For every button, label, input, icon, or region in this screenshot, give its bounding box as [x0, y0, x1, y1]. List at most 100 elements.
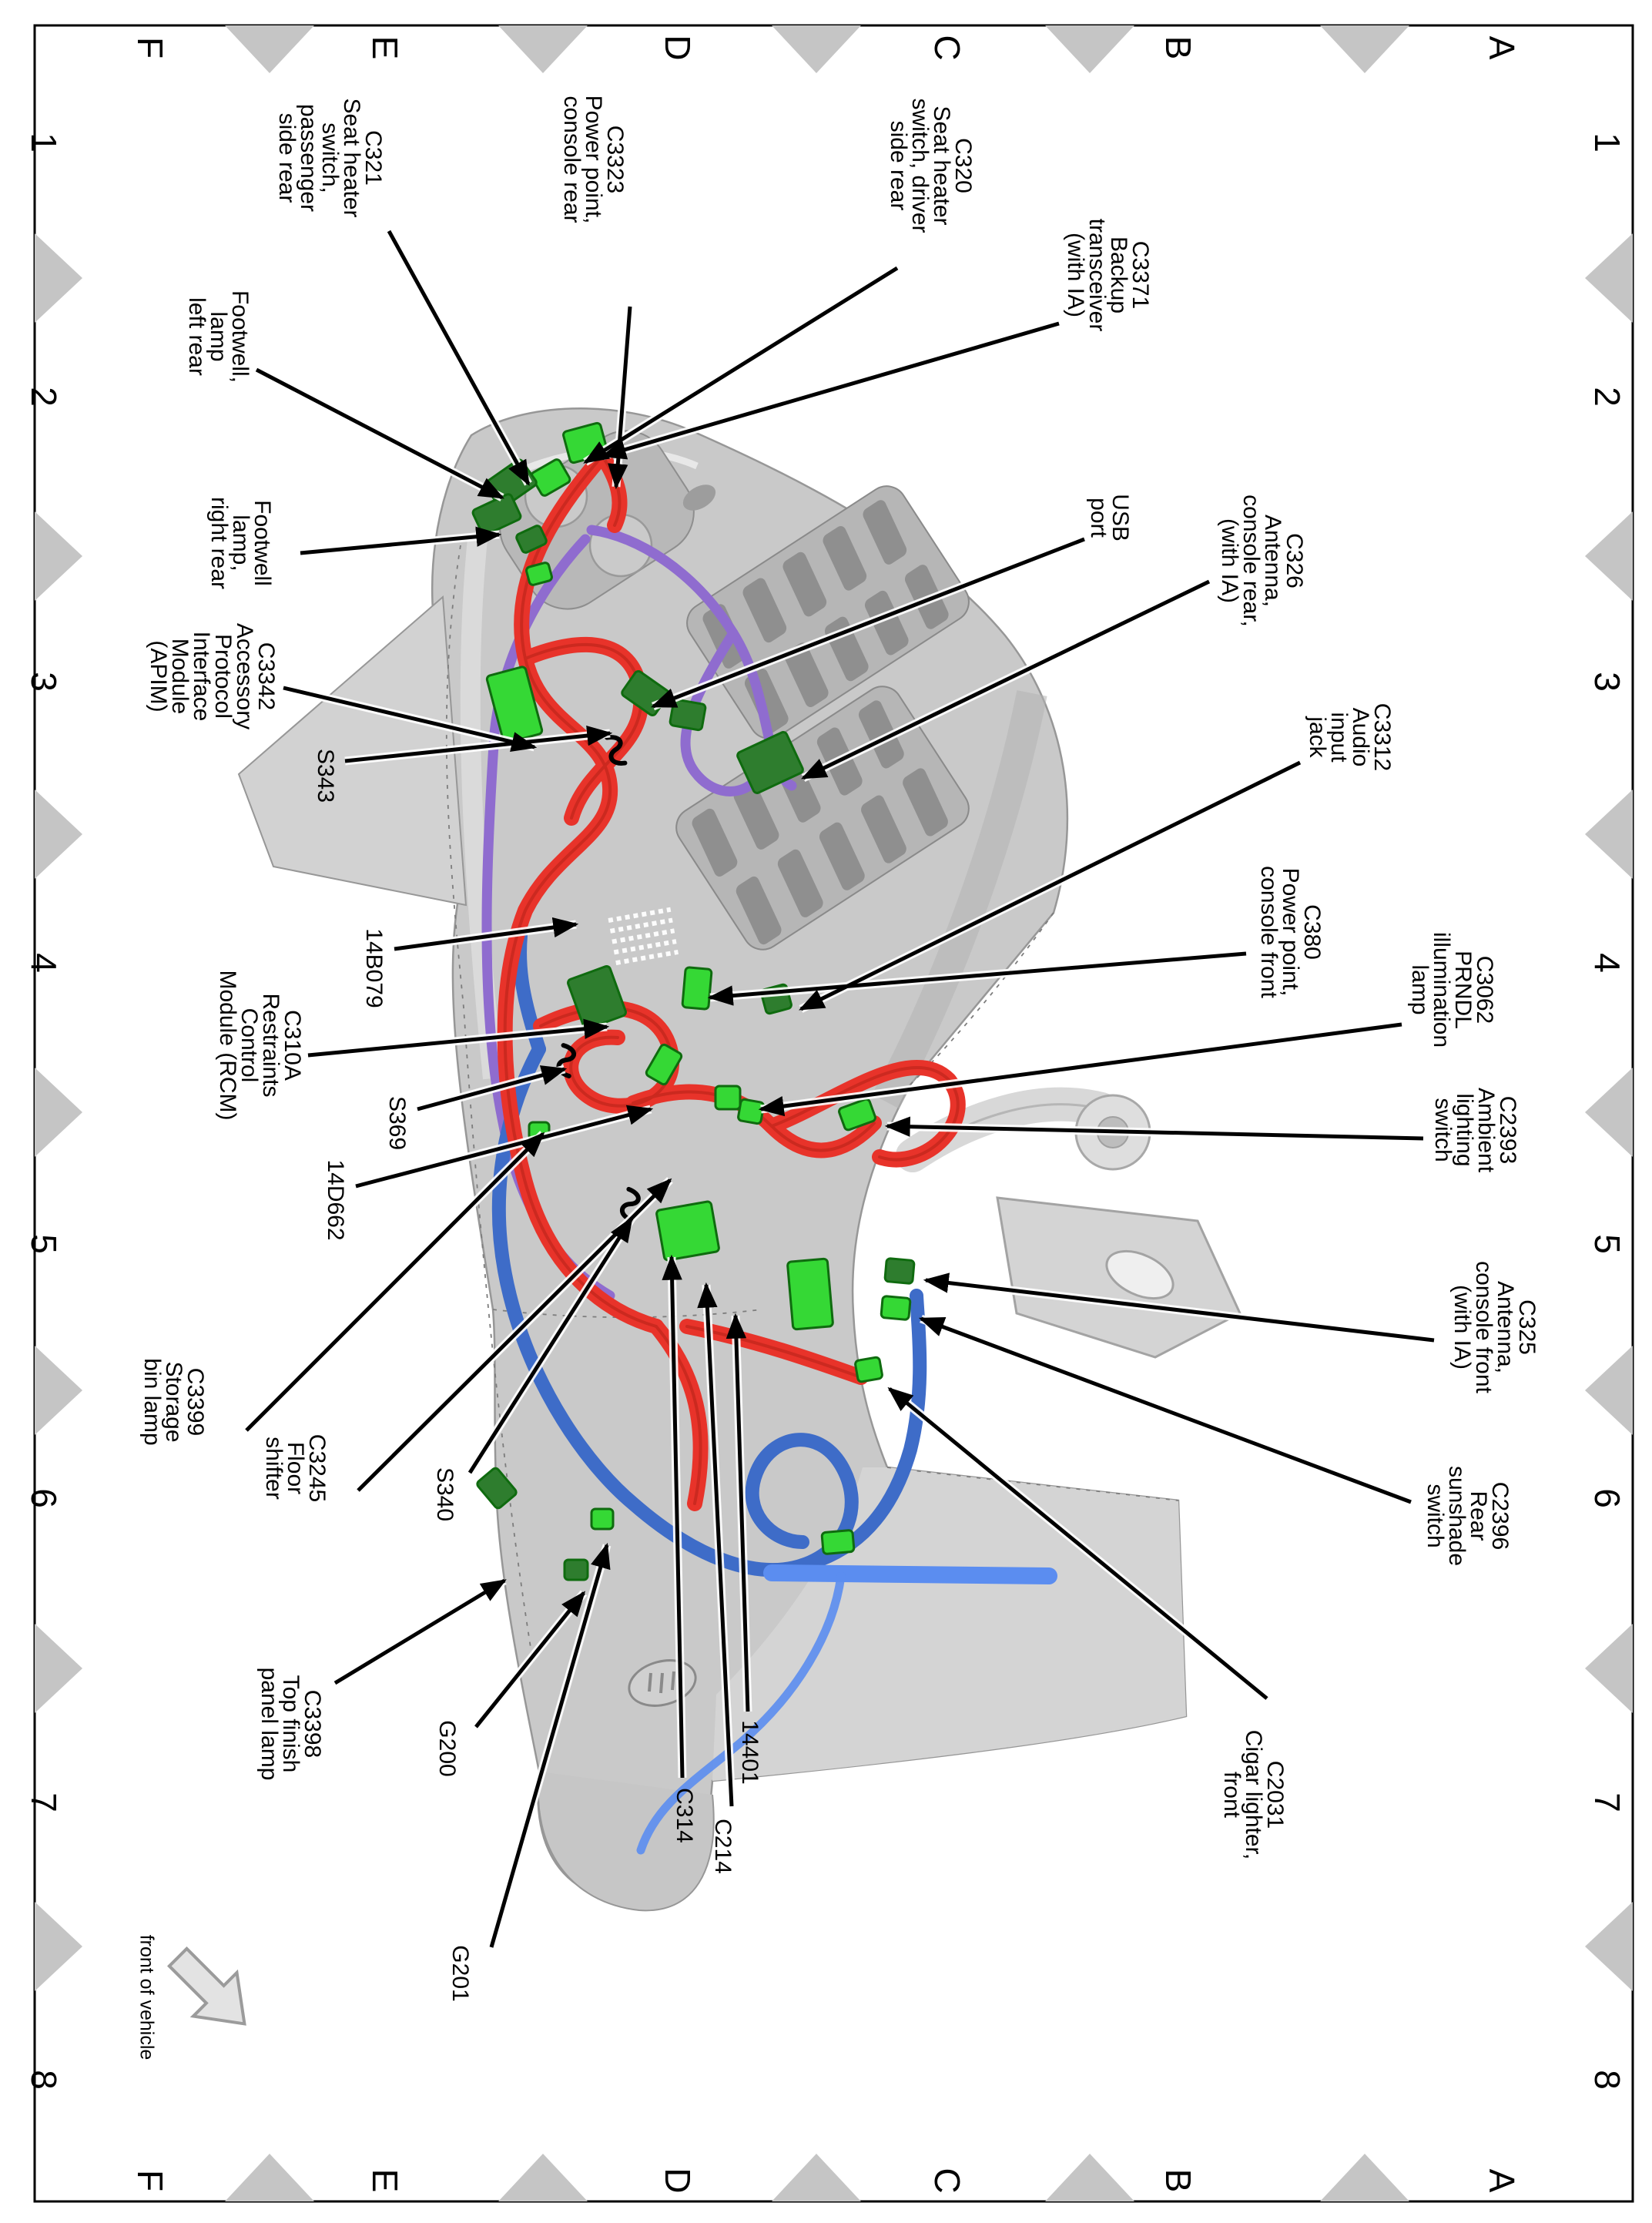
callout-label-c2396: C2396 Rear sunshade switch: [1422, 1465, 1513, 1567]
connector-icon: [880, 1295, 912, 1321]
connector-icon: [820, 1529, 856, 1555]
callout-arrow-c314: [662, 1254, 685, 1779]
harness-blue-front: [636, 1571, 846, 1855]
callout-label-c326: C326 Antenna, console rear, (with IA): [1217, 495, 1307, 627]
connector-icon: [714, 1085, 742, 1111]
grid-column-letter-bottom: D: [658, 2168, 698, 2194]
grid-row-number-left: 4: [24, 953, 64, 973]
callout-arrow-c321: [387, 230, 531, 486]
callout-label-s369: S369: [384, 1095, 410, 1151]
callout-label-c3399: C3399 Storage bin lamp: [139, 1358, 208, 1446]
callout-label-footwell-right: Footwell lamp, right rear: [206, 496, 275, 590]
callout-leader-arrows: [245, 230, 1435, 1948]
grid-row-number-right: 6: [1587, 1488, 1627, 1508]
callout-label-g200: G200: [434, 1720, 460, 1777]
grid-column-letter-top: F: [130, 36, 170, 59]
connector-icon: [530, 458, 571, 497]
grid-row-number-right: 3: [1587, 672, 1627, 692]
callout-label-c2031: C2031 Cigar lighter, front: [1219, 1729, 1288, 1860]
callout-arrow-c326: [801, 579, 1211, 780]
callout-arrow-footwell-right: [300, 526, 502, 555]
callout-label-c380: C380 Power point, console front: [1256, 866, 1325, 998]
callout-label-c3342: C3342 Accessory Protocol Interface Modul…: [146, 622, 279, 730]
callout-label-c320: C320 Seat heater switch, driver side rea…: [886, 98, 976, 233]
connector-icon: [669, 698, 707, 732]
grid-row-number-left: 2: [24, 387, 64, 407]
callout-label-c3371: C3371 Backup transceiver (with IA): [1063, 218, 1153, 332]
callout-arrow-c3371: [600, 321, 1060, 460]
grid-row-number-left: 6: [24, 1488, 64, 1508]
callout-arrow-c214: [697, 1282, 734, 1807]
grid-row-number-left: 5: [24, 1234, 64, 1254]
callout-label-c310a: C310A Restraints Control Module (RCM): [215, 970, 305, 1121]
callout-arrow-s369: [417, 1065, 568, 1112]
harness-part-label: [608, 907, 679, 966]
connector-icon: [854, 1356, 883, 1383]
callout-arrow-w14b079: [394, 917, 579, 951]
connector-icon: [515, 525, 548, 554]
callout-arrow-c310a: [307, 1018, 610, 1058]
callout-label-g201: G201: [447, 1945, 473, 2002]
grid-row-number-right: 7: [1587, 1792, 1627, 1812]
grid-column-letter-bottom: C: [927, 2168, 967, 2194]
grid-row-number-right: 1: [1587, 132, 1627, 153]
callout-arrow-c3399: [245, 1132, 545, 1432]
callout-label-s340: S340: [432, 1467, 457, 1522]
grid-column-letter-top: A: [1482, 35, 1522, 60]
callout-label-w14b079: 14B079: [361, 928, 387, 1008]
callout-arrow-c3062: [758, 1022, 1402, 1117]
callout-label-c3312: C3312 Audio input jack: [1305, 702, 1395, 772]
connector-icon: [471, 493, 522, 536]
callout-label-footwell-left: Footwell, lamp left rear: [184, 290, 253, 384]
grid-column-letter-bottom: F: [130, 2169, 170, 2192]
callout-arrow-w14d662: [355, 1105, 654, 1189]
callout-label-s343: S343: [313, 748, 338, 803]
callout-arrow-c2393: [884, 1116, 1424, 1141]
callout-label-c3062: C3062 PRNDL illumination lamp: [1407, 931, 1497, 1048]
callout-arrow-c2031: [887, 1386, 1268, 1700]
connector-icon: [737, 1098, 765, 1125]
callout-arrow-c3342: [283, 686, 538, 753]
connector-icon: [525, 562, 553, 586]
callout-label-usb: USB port: [1086, 494, 1133, 542]
callout-label-w14d662: 14D662: [323, 1159, 348, 1241]
grid-row-number-right: 8: [1587, 2070, 1627, 2090]
connector-icon: [883, 1257, 916, 1285]
callout-arrow-usb: [650, 537, 1085, 709]
connector-icon: [655, 1200, 720, 1262]
grid-column-letter-bottom: E: [365, 2168, 405, 2193]
connector-icon: [590, 1507, 615, 1531]
connector-icon: [645, 1043, 683, 1086]
grid-column-letter-top: C: [927, 35, 967, 61]
callout-label-c321: C321 Seat heater switch, passenger side …: [274, 98, 386, 218]
connector-icon: [476, 1467, 518, 1510]
grid-row-number-left: 3: [24, 672, 64, 692]
grid-column-letter-top: E: [365, 35, 405, 60]
callout-label-c214: C214: [710, 1819, 736, 1874]
front-of-vehicle-arrow-icon: [167, 1946, 246, 2026]
callout-arrow-footwell-left: [255, 367, 504, 500]
callout-label-c325: C325 Antenna, console front (with IA): [1449, 1261, 1540, 1393]
callout-arrow-s343: [344, 725, 613, 763]
connector-icon: [681, 966, 713, 1011]
callout-label-c2393: C2393 Ambient lighting switch: [1430, 1087, 1520, 1173]
callout-arrow-c3398: [333, 1578, 507, 1685]
callout-label-c3398: C3398 Top finish panel lamp: [256, 1667, 325, 1781]
connector-icon: [838, 1098, 876, 1132]
grid-row-number-left: 7: [24, 1792, 64, 1812]
grid-row-number-right: 4: [1587, 953, 1627, 973]
connector-icon: [563, 1558, 589, 1581]
connector-icon: [786, 1257, 834, 1331]
grid-row-number-right: 5: [1587, 1234, 1627, 1254]
grid-column-letter-bottom: A: [1482, 2168, 1522, 2193]
callout-arrow-c3312: [799, 760, 1302, 1011]
callout-arrow-s340: [467, 1216, 634, 1474]
grid-row-number-left: 1: [24, 132, 64, 153]
callout-arrow-c2396: [918, 1316, 1412, 1504]
callout-arrow-c380: [707, 951, 1247, 1006]
callout-arrow-w14401: [725, 1313, 750, 1712]
connector-icon: [736, 731, 804, 794]
grid-column-letter-top: D: [658, 35, 698, 61]
